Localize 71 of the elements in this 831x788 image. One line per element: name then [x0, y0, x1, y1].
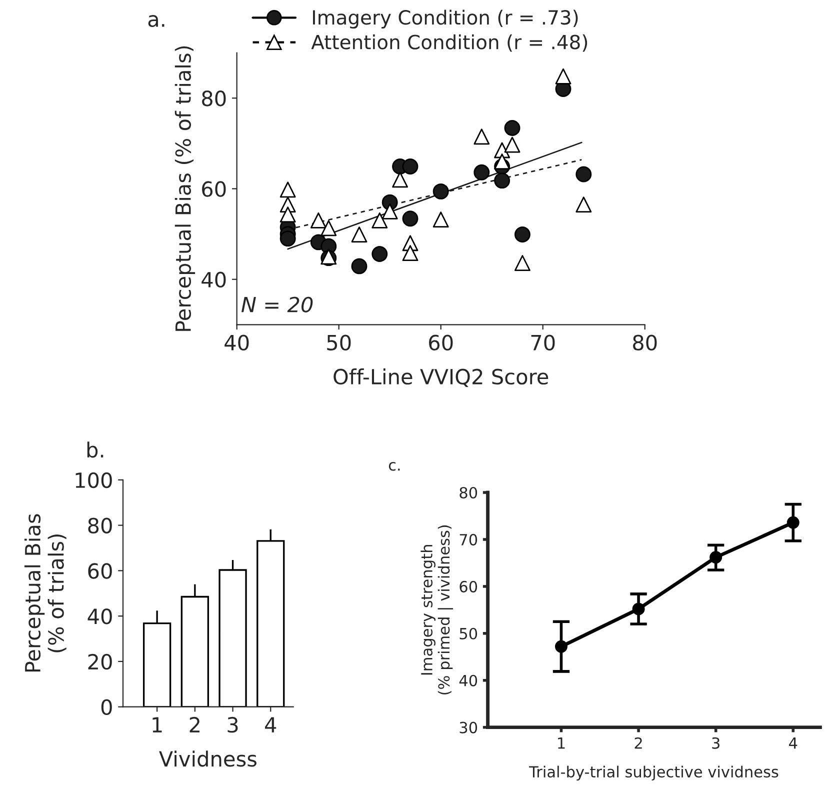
point — [432, 183, 449, 200]
point — [402, 158, 418, 174]
x-tick-label: 2 — [190, 716, 200, 732]
point — [320, 220, 337, 236]
point — [494, 154, 510, 170]
legend-label: Imagery Condition (r = .73) — [313, 10, 578, 29]
point — [504, 120, 520, 136]
x-tick-label: 60 — [429, 334, 453, 351]
y-tick-label: 60 — [202, 181, 226, 197]
point — [402, 210, 418, 227]
y-tick-label: 80 — [88, 518, 112, 534]
y-axis-title: Perceptual Bias (% of trials) — [174, 46, 196, 331]
y-tick-label: 40 — [459, 674, 478, 686]
annotation: N = 20 — [241, 296, 313, 312]
x-tick-label: 3 — [712, 737, 720, 749]
x-tick-label: 50 — [327, 334, 351, 351]
chart-title: a. — [148, 15, 164, 28]
point — [504, 136, 520, 153]
y-tick-label: 40 — [202, 272, 226, 288]
x-tick-label: 3 — [228, 716, 238, 733]
x-tick-label: 4 — [265, 717, 276, 732]
point — [372, 246, 388, 262]
point — [554, 640, 568, 653]
chart-title: c. — [388, 462, 400, 471]
x-tick-label: 80 — [633, 334, 657, 351]
point — [576, 196, 592, 213]
point — [382, 203, 398, 220]
point — [555, 68, 572, 84]
y-tick-label: 50 — [460, 628, 478, 640]
point — [280, 230, 296, 247]
y-axis-title: Imagery strength (% primed | vividness) — [420, 525, 454, 694]
point — [786, 516, 800, 529]
x-tick-label: 1 — [152, 717, 162, 732]
x-tick-label: 1 — [558, 738, 565, 749]
x-axis-title: Vividness — [159, 750, 256, 767]
point — [372, 212, 388, 228]
point — [632, 602, 645, 616]
x-tick-label: 4 — [789, 738, 798, 749]
point — [474, 128, 490, 145]
y-axis-title: Perceptual Bias (% of trials) — [24, 514, 66, 672]
x-tick-label: 70 — [531, 334, 555, 351]
point — [494, 172, 510, 189]
x-tick-label: 2 — [634, 737, 642, 749]
y-tick-label: 80 — [460, 486, 478, 499]
y-tick-label: 20 — [88, 654, 112, 670]
y-tick-label: 80 — [202, 90, 226, 106]
point — [280, 206, 296, 223]
point — [576, 166, 592, 182]
y-tick-label: 70 — [460, 534, 478, 546]
chart-title: b. — [87, 442, 104, 458]
point — [392, 172, 408, 188]
point — [351, 226, 368, 242]
point — [351, 258, 368, 274]
x-tick-label: 40 — [224, 334, 249, 351]
x-axis-title: Trial-by-trial subjective vividness — [529, 766, 778, 781]
point — [514, 255, 530, 272]
point — [514, 226, 530, 242]
y-tick-label: 60 — [88, 563, 112, 579]
point — [402, 245, 418, 262]
y-tick-label: 30 — [460, 722, 478, 734]
y-tick-label: 100 — [76, 472, 112, 488]
x-axis-title: Off-Line VVIQ2 Score — [334, 368, 548, 387]
legend-label: Attention Condition (r = .48) — [311, 34, 588, 52]
point — [310, 212, 326, 228]
y-tick-label: 40 — [88, 608, 112, 624]
point — [432, 212, 449, 228]
point — [474, 164, 490, 180]
y-tick-label: 60 — [460, 580, 478, 592]
point — [710, 551, 722, 564]
y-tick-label: 0 — [101, 699, 112, 716]
point — [280, 182, 296, 198]
